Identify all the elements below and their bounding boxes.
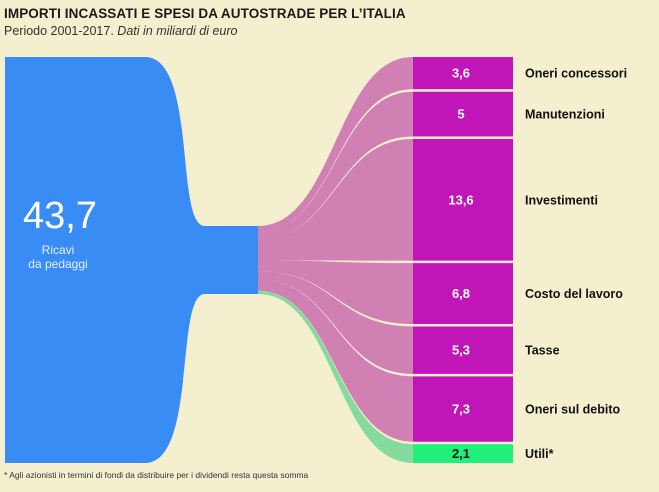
target-label-investimenti: Investimenti	[525, 193, 598, 207]
flow-costo-del-lavoro	[258, 260, 413, 324]
target-value-oneri-sul-debito: 7,3	[452, 402, 470, 417]
target-value-utili: 2,1	[452, 446, 470, 461]
target-value-tasse: 5,3	[452, 343, 470, 358]
target-label-costo-del-lavoro: Costo del lavoro	[525, 287, 623, 301]
target-bar-investimenti	[413, 138, 513, 261]
target-label-utili: Utili*	[525, 447, 554, 461]
source-label-line1: Ricavi	[42, 243, 75, 257]
target-bar-utili	[413, 444, 513, 463]
target-value-investimenti: 13,6	[448, 192, 473, 207]
subtitle-units: Dati in miliardi di euro	[117, 24, 238, 38]
target-bar-tasse	[413, 326, 513, 374]
target-bar-oneri-concessori	[413, 57, 513, 90]
chart-title: IMPORTI INCASSATI E SPESI DA AUTOSTRADE …	[4, 6, 406, 21]
target-value-costo-del-lavoro: 6,8	[452, 286, 470, 301]
flow-investimenti	[258, 138, 413, 261]
flow-oneri-sul-debito	[258, 279, 413, 442]
target-label-oneri-sul-debito: Oneri sul debito	[525, 403, 621, 417]
target-label-tasse: Tasse	[525, 344, 560, 358]
footnote: * Agli azionisti in termini di fondi da …	[4, 470, 309, 480]
target-value-oneri-concessori: 3,6	[452, 66, 470, 81]
source-ricavi-da-pedaggi	[5, 57, 258, 463]
target-bar-oneri-sul-debito	[413, 376, 513, 442]
target-bar-costo-del-lavoro	[413, 263, 513, 324]
flow-oneri-concessori	[258, 57, 413, 232]
target-label-manutenzioni: Manutenzioni	[525, 108, 605, 122]
target-value-manutenzioni: 5	[457, 107, 464, 122]
target-bar-manutenzioni	[413, 91, 513, 137]
chart-subtitle: Periodo 2001-2017. Dati in miliardi di e…	[4, 24, 237, 38]
flow-manutenzioni	[258, 91, 413, 240]
target-label-oneri-concessori: Oneri concessori	[525, 67, 627, 81]
source-label-line2: da pedaggi	[28, 257, 87, 271]
source-value-label: 43,7	[23, 195, 97, 237]
flow-tasse	[258, 271, 413, 374]
subtitle-period: Periodo 2001-2017.	[4, 24, 114, 38]
flow-utili	[258, 290, 413, 463]
